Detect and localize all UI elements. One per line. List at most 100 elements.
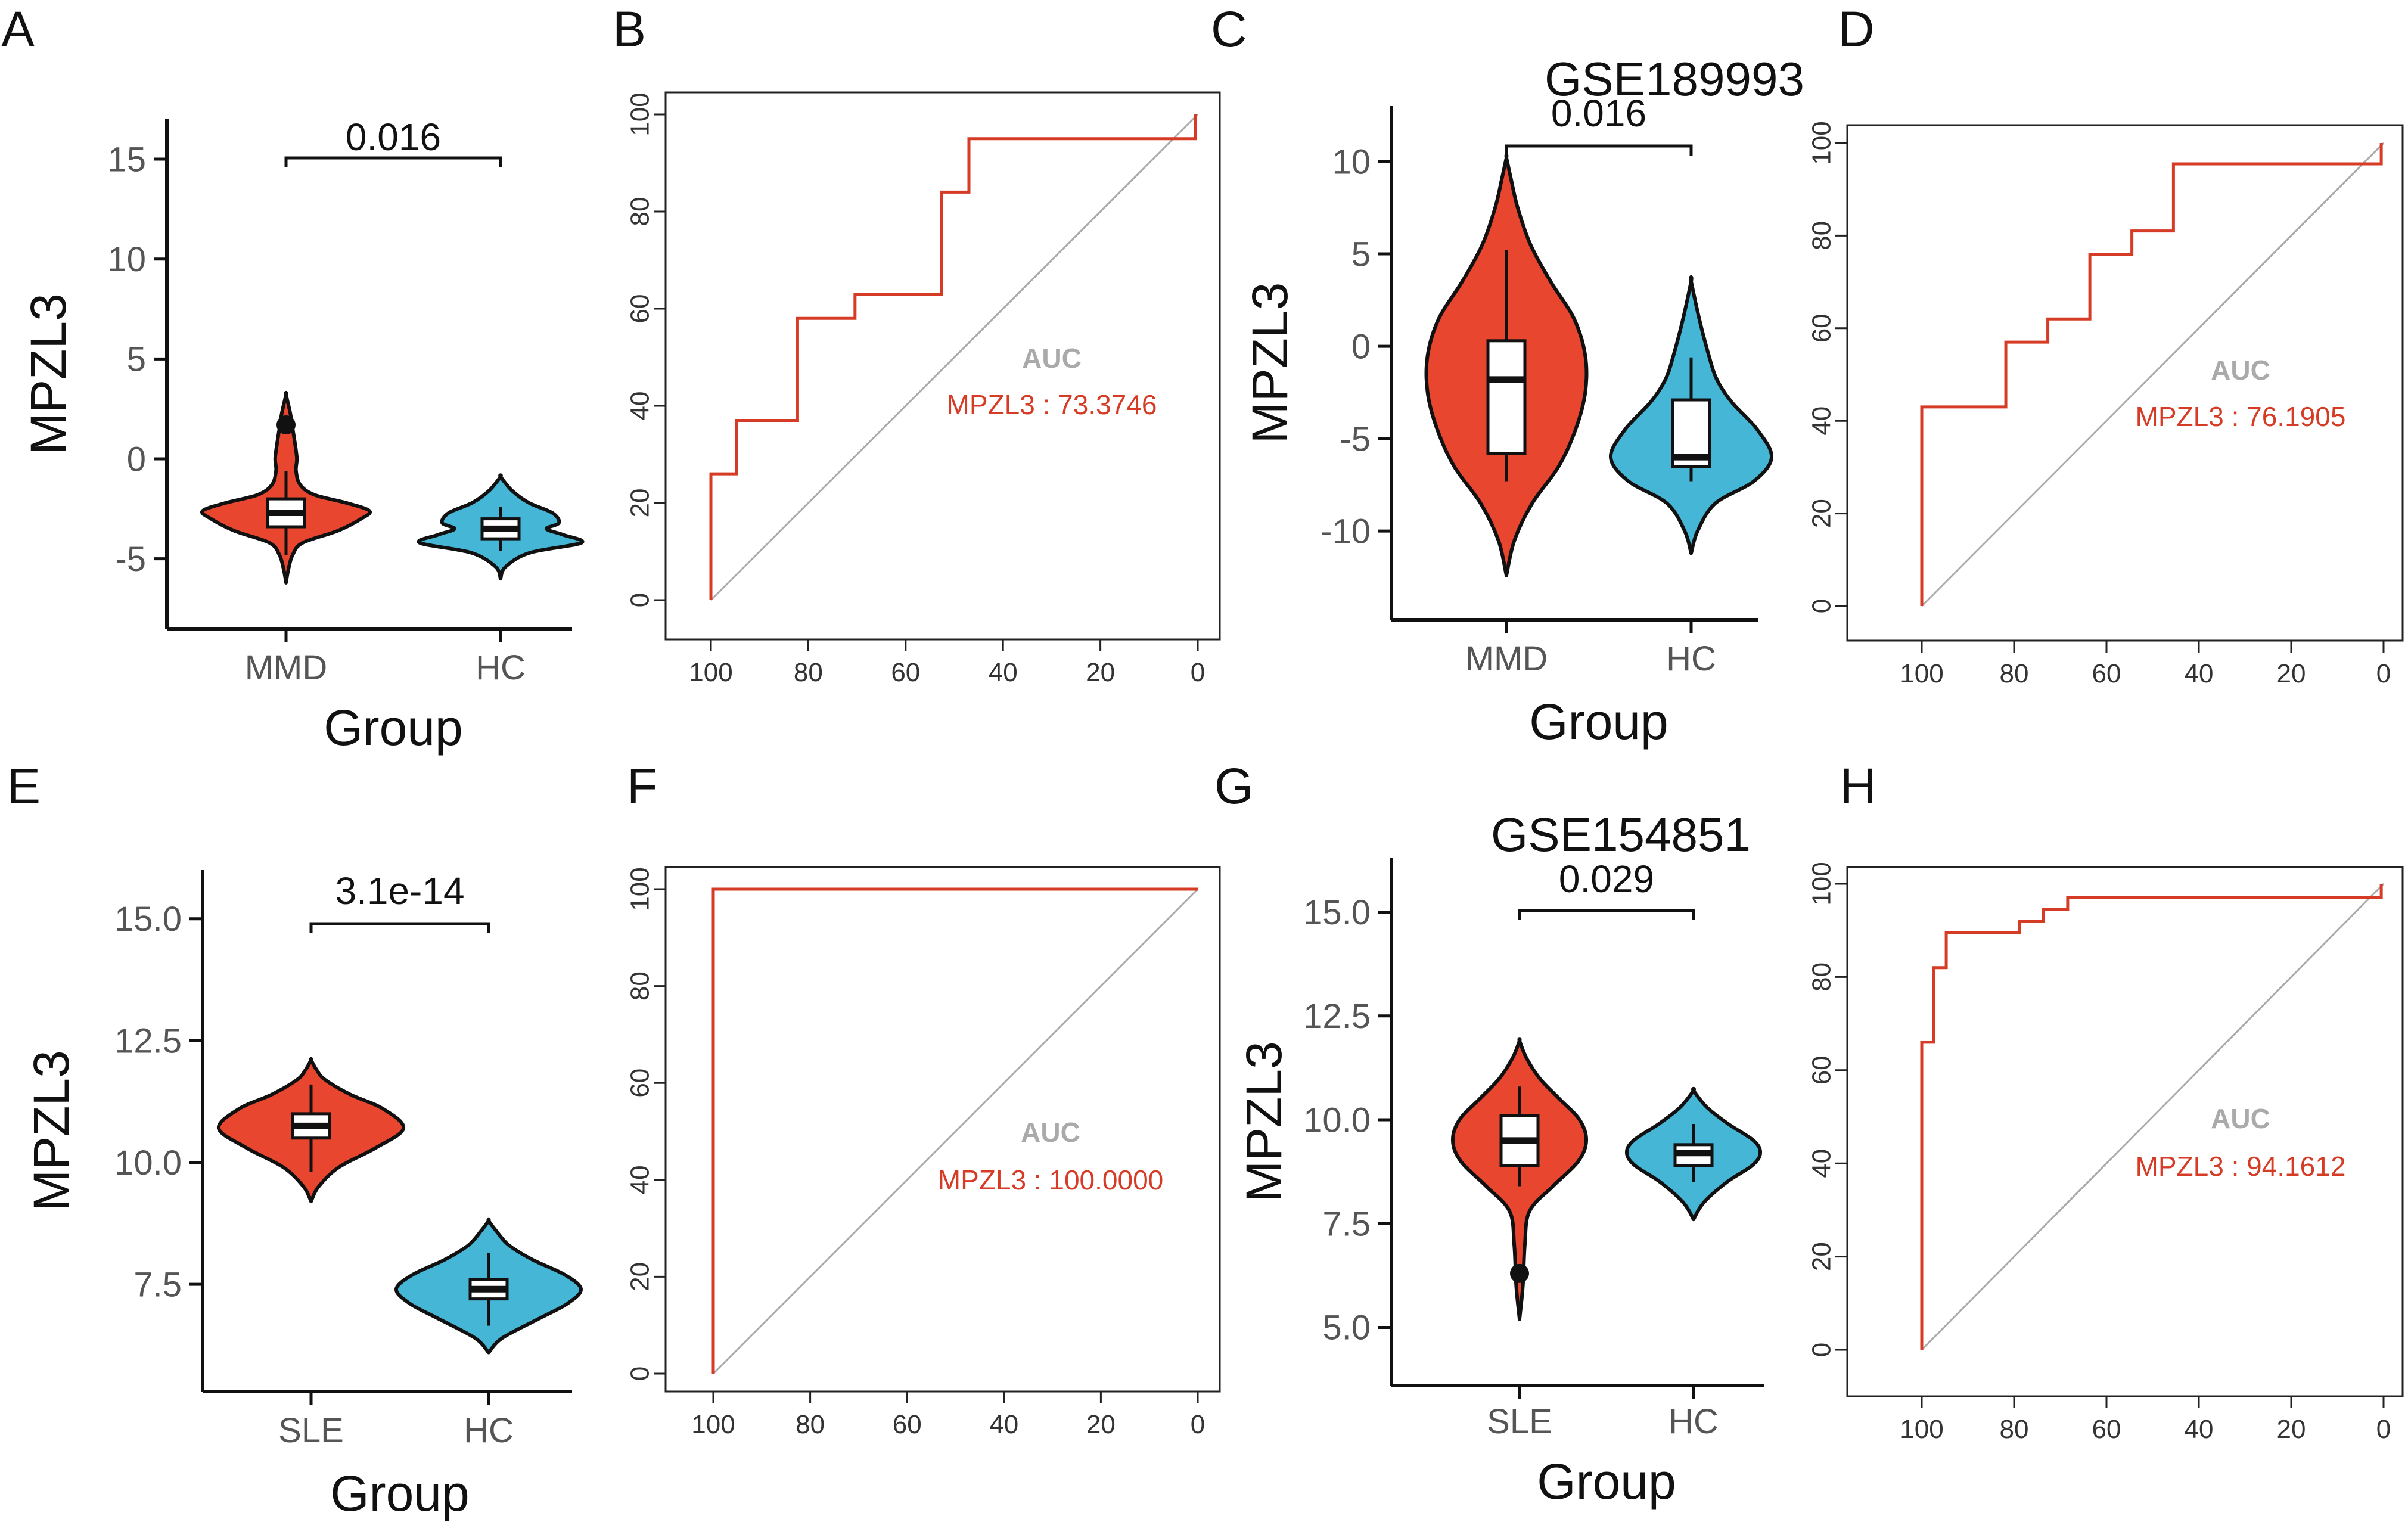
y-tick-label: 0: [1351, 327, 1371, 366]
x-tick-label: 20: [1086, 1410, 1116, 1439]
x-tick-label: 0: [1191, 658, 1205, 687]
x-tick-label: 60: [893, 1410, 922, 1439]
x-tick-label: 40: [989, 1410, 1018, 1439]
plot-frame: [1846, 866, 2404, 1397]
y-tick-label: 60: [626, 294, 655, 324]
x-tick-label: 40: [2185, 659, 2214, 688]
x-tick-label: 40: [2185, 1415, 2214, 1444]
x-tick-label: HC: [464, 1411, 514, 1450]
x-axis-title: Group: [330, 1465, 469, 1521]
auc-heading: AUC: [1021, 1117, 1080, 1148]
y-tick-label: 15.0: [114, 900, 182, 939]
y-tick-label: 40: [1807, 1149, 1837, 1178]
outlier-point: [1510, 1263, 1529, 1283]
x-tick-label: 80: [794, 658, 823, 687]
panel-a-violin: 15 10 5 0 -5 MPZL3 MMD HC Group 0.016: [20, 116, 585, 756]
auc-heading: AUC: [2211, 355, 2270, 386]
x-axis-title: Group: [1529, 694, 1668, 750]
y-tick-label: 60: [1807, 313, 1837, 343]
y-tick-label: 60: [626, 1069, 655, 1098]
y-tick-label: 5: [1351, 235, 1371, 274]
y-tick-label: 10: [1332, 142, 1371, 181]
y-tick-label: 20: [626, 489, 655, 518]
dataset-title-top: GSE189993: [1545, 52, 1804, 105]
x-axis-title: Group: [324, 700, 462, 756]
y-tick-label: 0: [127, 440, 146, 479]
y-tick-label: 60: [1807, 1055, 1837, 1085]
y-tick-label: 12.5: [114, 1022, 182, 1061]
auc-value: MPZL3 : 100.0000: [938, 1164, 1163, 1195]
x-tick-label: 60: [2092, 659, 2121, 688]
y-tick-label: 12.5: [1303, 997, 1371, 1036]
y-tick-label: 7.5: [1322, 1205, 1371, 1244]
y-tick-label: 5.0: [1322, 1309, 1371, 1347]
x-tick-label: MMD: [245, 648, 328, 687]
y-tick-label: 40: [626, 1165, 655, 1194]
y-tick-label: 10.0: [114, 1144, 182, 1182]
roc-curve: [711, 887, 1198, 1374]
x-tick-label: 40: [989, 658, 1018, 687]
y-axis-title: MPZL3: [1236, 1041, 1292, 1203]
panel-letter-c: C: [1211, 1, 1247, 57]
panel-letter-g: G: [1214, 758, 1253, 814]
panel-letter-b: B: [613, 1, 646, 57]
y-tick-label: 80: [1807, 221, 1837, 250]
x-tick-label: 60: [2092, 1415, 2121, 1444]
x-tick-label: 60: [891, 658, 920, 687]
panel-letter-f: F: [627, 758, 657, 814]
p-value-label: 0.016: [1551, 92, 1646, 135]
x-tick-label: SLE: [278, 1411, 344, 1450]
y-tick-label: 40: [626, 392, 655, 421]
y-tick-label: 100: [1807, 121, 1837, 164]
panel-letter-d: D: [1838, 1, 1875, 57]
y-tick-label: 20: [626, 1262, 655, 1291]
auc-value: MPZL3 : 94.1612: [2136, 1151, 2346, 1182]
x-tick-label: 80: [2000, 659, 2029, 688]
x-tick-label: 20: [2277, 659, 2306, 688]
y-tick-label: 100: [626, 867, 655, 911]
x-tick-label: 100: [1900, 659, 1943, 688]
y-axis-title: MPZL3: [1242, 282, 1298, 444]
auc-value: MPZL3 : 73.3746: [947, 389, 1157, 420]
p-value-label: 0.016: [346, 116, 441, 159]
dataset-title-bottom: GSE154851: [1491, 808, 1751, 861]
panel-e-violin: 15.0 12.5 10.0 7.5 MPZL3 SLE HC Group 3.1e-14: [23, 869, 583, 1521]
x-tick-label: 100: [1900, 1415, 1943, 1444]
chance-diagonal: [712, 888, 1199, 1375]
panel-g-violin: 15.0 12.5 10.0 7.5 5.0 MPZL3 SLE HC Group 0.029: [1236, 858, 1764, 1510]
y-tick-label: 80: [1807, 962, 1837, 992]
x-tick-label: 0: [2376, 1415, 2391, 1444]
y-tick-label: 100: [626, 92, 655, 136]
panel-c-violin: 10 5 0 -5 -10 MPZL3 MMD HC Group 0.016: [1242, 92, 1773, 750]
x-tick-label: 0: [2376, 659, 2391, 688]
x-tick-label: HC: [1668, 1402, 1719, 1441]
plot-frame: [1846, 124, 2404, 642]
x-tick-label: 80: [796, 1410, 825, 1439]
y-tick-label: 15: [107, 140, 146, 179]
x-tick-label: 80: [2000, 1415, 2029, 1444]
p-value-label: 3.1e-14: [335, 869, 464, 912]
significance-bracket: [1505, 144, 1693, 156]
y-tick-label: 100: [1807, 862, 1837, 905]
roc-curve: [1920, 884, 2383, 1350]
chance-diagonal: [1921, 142, 2385, 607]
x-tick-label: 100: [689, 658, 732, 687]
y-tick-label: 20: [1807, 499, 1837, 528]
outlier-point: [276, 415, 296, 434]
panel-d-roc: 100 80 60 40 20 0 0 20 40 60 80 100 AUC MPZL3 : 76.19…: [1807, 121, 2404, 688]
auc-heading: AUC: [1022, 343, 1082, 374]
x-axis-title: Group: [1537, 1453, 1676, 1510]
y-tick-label: -5: [115, 540, 146, 579]
chance-diagonal: [710, 113, 1199, 601]
x-tick-label: 100: [691, 1410, 735, 1439]
roc-curve: [709, 114, 1197, 600]
panel-letter-e: E: [7, 758, 41, 814]
y-tick-label: 80: [626, 197, 655, 226]
y-tick-label: 0: [1807, 1343, 1837, 1357]
p-value-label: 0.029: [1559, 858, 1654, 900]
y-tick-label: 0: [1807, 599, 1837, 613]
x-tick-label: 0: [1191, 1410, 1205, 1439]
y-axis-title: MPZL3: [23, 1050, 79, 1212]
box-iqr: [1486, 339, 1527, 455]
